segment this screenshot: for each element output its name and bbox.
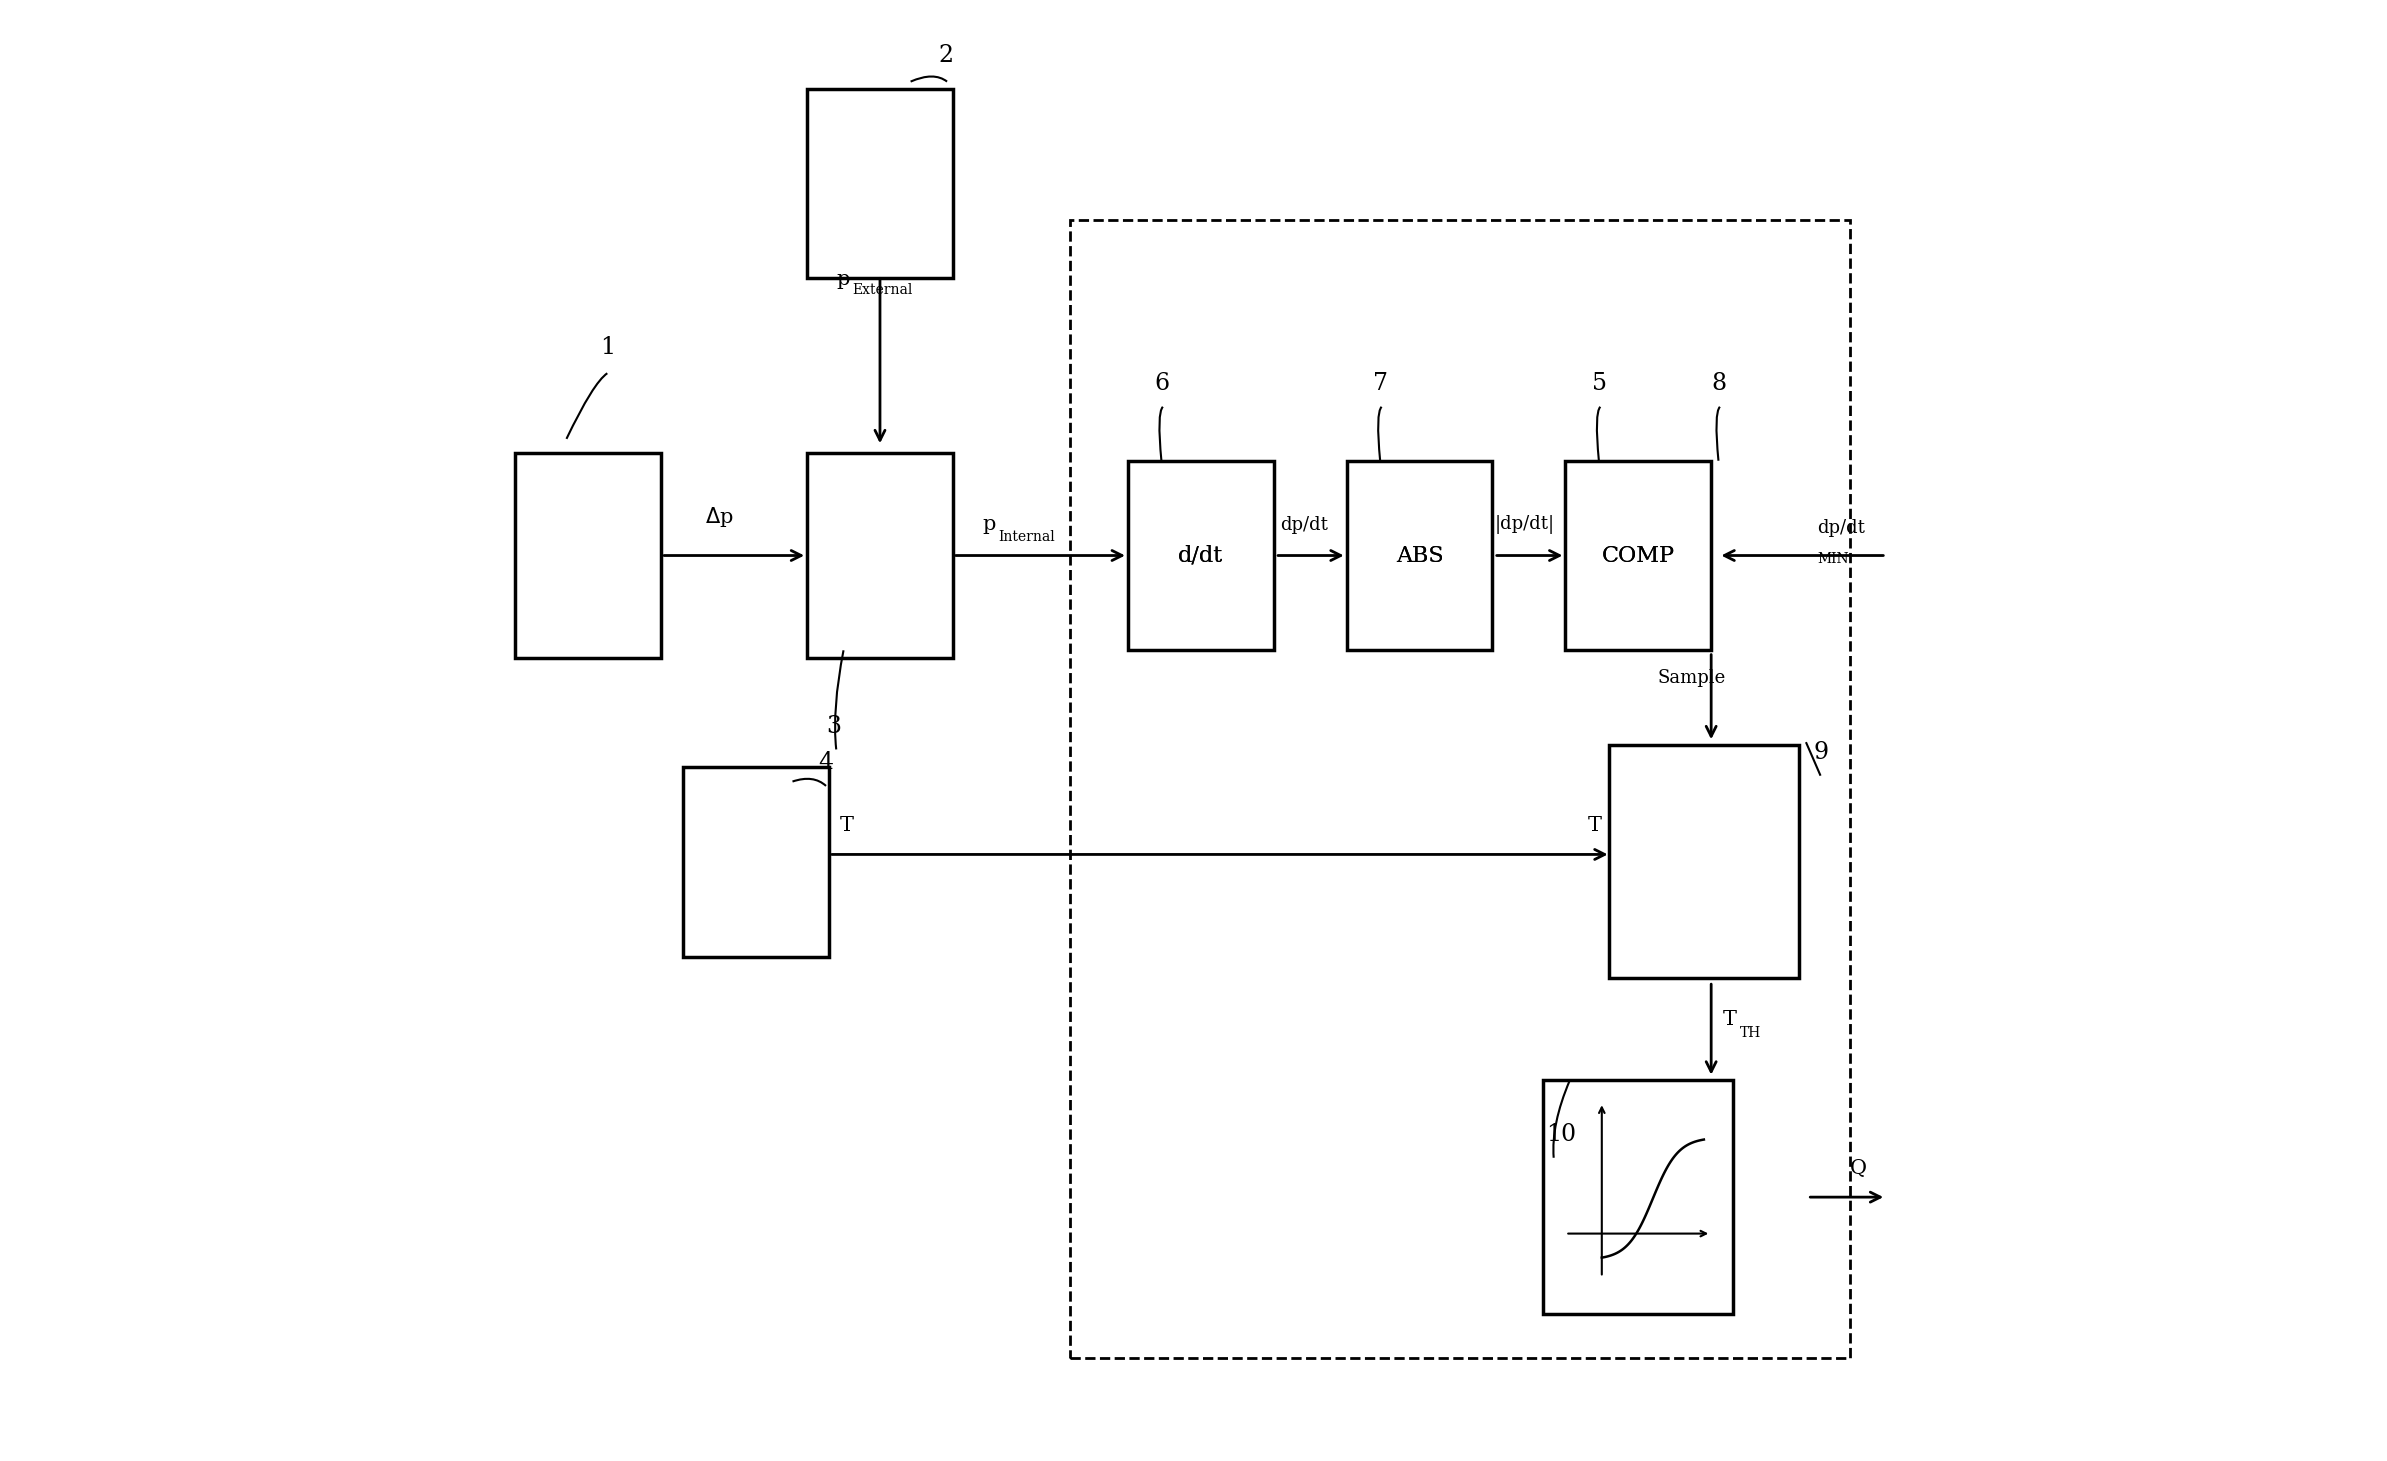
Text: dp/dt: dp/dt (1817, 519, 1867, 536)
Text: 4: 4 (819, 751, 833, 774)
Text: $\Delta$p: $\Delta$p (704, 506, 733, 529)
Text: T: T (1587, 817, 1602, 836)
Text: COMP: COMP (1602, 545, 1676, 567)
Text: TH: TH (1740, 1026, 1762, 1040)
FancyBboxPatch shape (807, 453, 952, 657)
Text: 10: 10 (1547, 1124, 1575, 1145)
Text: External: External (852, 283, 912, 298)
Text: 6: 6 (1155, 373, 1170, 394)
Text: ABS: ABS (1396, 545, 1444, 567)
Text: Sample: Sample (1657, 669, 1726, 687)
Text: Q: Q (1850, 1159, 1867, 1178)
FancyBboxPatch shape (1609, 745, 1800, 979)
FancyBboxPatch shape (1346, 460, 1492, 650)
Text: p: p (835, 270, 850, 289)
Text: MIN: MIN (1817, 552, 1850, 565)
Text: 5: 5 (1592, 373, 1606, 394)
FancyBboxPatch shape (807, 89, 952, 279)
Text: COMP: COMP (1602, 545, 1676, 567)
Text: dp/dt: dp/dt (1279, 516, 1327, 533)
Text: Internal: Internal (998, 530, 1055, 543)
Text: d/dt: d/dt (1179, 545, 1225, 567)
Text: 8: 8 (1711, 373, 1726, 394)
Text: 7: 7 (1373, 373, 1387, 394)
Text: 3: 3 (826, 714, 840, 738)
Text: ABS: ABS (1396, 545, 1444, 567)
Text: 9: 9 (1814, 741, 1828, 764)
FancyBboxPatch shape (1129, 460, 1275, 650)
FancyBboxPatch shape (1566, 460, 1711, 650)
Text: 1: 1 (599, 336, 616, 358)
Text: 2: 2 (938, 44, 952, 67)
Text: T: T (840, 817, 855, 836)
Text: d/dt: d/dt (1179, 545, 1225, 567)
Text: p: p (981, 514, 995, 533)
FancyBboxPatch shape (1544, 1081, 1733, 1313)
Text: |dp/dt|: |dp/dt| (1494, 514, 1554, 533)
Text: T: T (1723, 1011, 1738, 1030)
FancyBboxPatch shape (683, 767, 828, 957)
FancyBboxPatch shape (516, 453, 661, 657)
